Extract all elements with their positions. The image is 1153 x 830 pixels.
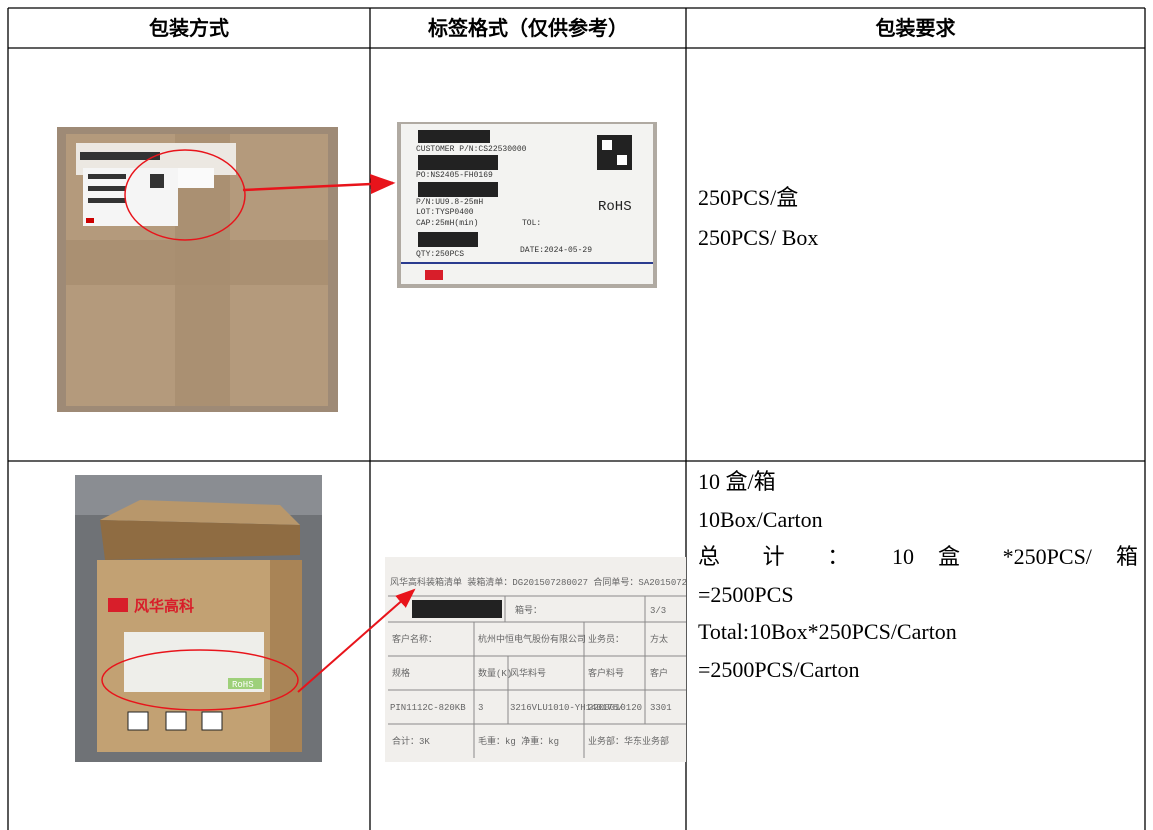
highlight-ellipse: [124, 149, 246, 241]
label-image-1: CUSTOMER P/N:CS22530000 PO:NS2405-FH0169 P…: [397, 122, 657, 288]
rohs-mark: RoHS: [598, 199, 632, 215]
requirement-line: 10Box/Carton: [698, 506, 823, 532]
label-cell: 3: [478, 703, 483, 713]
label-text: CUSTOMER P/N:CS22530000: [416, 145, 527, 154]
label-cell: 客户名称：: [392, 633, 437, 645]
requirement-line: 10 盒/箱: [698, 469, 776, 494]
requirements: 10 盒/箱 10Box/Carton 总 计 ： 10 盒 *250PCS/ 箱 =…: [698, 463, 1138, 688]
label-text: CAP:25mH(min): [416, 219, 478, 228]
requirement-line: 总 计 ： 10 盒 *250PCS/ 箱: [698, 544, 1138, 569]
header-cell: 标签格式（仅供参考）: [428, 16, 628, 40]
label-text: QTY:250PCS: [416, 250, 464, 259]
box-photo-2: [75, 475, 322, 762]
label-image-2: 风华高科装箱清单 装箱清单：DG201507280027 合同单号：SA2015…: [385, 557, 698, 762]
label-cell: 数量(K): [478, 667, 512, 679]
label-cell: 方太: [650, 633, 668, 645]
arrow: [297, 588, 416, 693]
label-cell: 业务部：华东业务部: [588, 735, 669, 747]
label-cell: 毛重：kg 净重：kg: [478, 735, 559, 747]
label-cell: 风华高科装箱清单 装箱清单：DG201507280027 合同单号：SA2015…: [390, 576, 698, 588]
label-text: PO:NS2405-FH0169: [416, 171, 493, 180]
highlight-ellipse: [101, 649, 299, 711]
label-cell: 风华料号: [510, 667, 546, 679]
label-cell: 3/3: [650, 606, 666, 616]
requirement-line: =2500PCS/Carton: [698, 656, 860, 682]
label-text: DATE:2024-05-29: [520, 246, 592, 255]
requirement-line: 250PCS/盒: [698, 185, 799, 210]
header-cell: 包装方式: [149, 16, 229, 40]
label-cell: 规格: [392, 667, 410, 679]
box-brand: 风华高科: [134, 597, 194, 616]
label-text: TOL:: [522, 219, 541, 228]
label-cell: 业务员：: [588, 633, 624, 645]
label-cell: 客户: [650, 667, 668, 679]
label-text: P/N:UU9.8-25mH: [416, 198, 483, 207]
header-cell: 包装要求: [875, 16, 956, 40]
requirements: 250PCS/盒 250PCS/ Box: [698, 178, 1138, 258]
label-cell: 3216VLU1010-YH140176/: [510, 703, 623, 713]
label-cell: 合计：3K: [392, 735, 430, 747]
box-photo-1: [57, 127, 338, 412]
table-borders: [7, 7, 1146, 830]
requirement-line: Total:10Box*250PCS/Carton: [698, 619, 957, 644]
requirement-line: =2500PCS: [698, 581, 794, 607]
label-cell: 2200010120: [588, 703, 642, 713]
label-cell: 3301: [650, 703, 672, 713]
label-cell: 客户料号: [588, 667, 624, 679]
arrow: [242, 174, 396, 195]
rohs-mark: RoHS: [232, 680, 254, 690]
label-text: LOT:TYSP0400: [416, 208, 474, 217]
requirement-line: 250PCS/ Box: [698, 225, 819, 250]
label-cell: PIN1112C-820KB: [390, 703, 466, 713]
label-cell: 箱号：: [515, 604, 542, 616]
label-cell: 杭州中恒电气股份有限公司: [478, 633, 586, 645]
